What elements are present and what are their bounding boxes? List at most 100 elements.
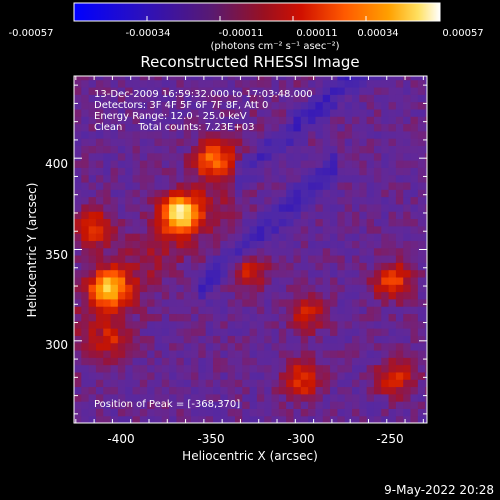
heatmap-cell bbox=[125, 386, 134, 395]
heatmap-cell bbox=[125, 276, 134, 285]
heatmap-cell bbox=[147, 269, 156, 278]
heatmap-cell bbox=[344, 401, 353, 409]
heatmap-cell bbox=[395, 218, 404, 227]
heatmap-cell bbox=[139, 393, 148, 402]
heatmap-cell bbox=[213, 196, 221, 205]
heatmap-cell bbox=[315, 130, 324, 139]
heatmap-cell bbox=[256, 335, 265, 344]
heatmap-cell bbox=[132, 203, 141, 212]
heatmap-cell bbox=[403, 291, 412, 300]
heatmap-cell bbox=[381, 254, 390, 263]
heatmap-cell bbox=[337, 167, 346, 176]
heatmap-cell bbox=[330, 152, 338, 161]
heatmap-cell bbox=[286, 196, 295, 205]
heatmap-cell bbox=[220, 160, 229, 168]
heatmap-cell bbox=[366, 364, 375, 373]
heatmap-cell bbox=[213, 298, 221, 307]
heatmap-cell bbox=[249, 240, 258, 249]
heatmap-cell bbox=[410, 313, 419, 322]
heatmap-cell bbox=[344, 291, 353, 300]
heatmap-cell bbox=[278, 291, 287, 300]
heatmap-cell bbox=[403, 240, 412, 249]
heatmap-cell bbox=[125, 364, 134, 373]
heatmap-cell bbox=[110, 379, 119, 388]
heatmap-cell bbox=[183, 101, 192, 110]
heatmap-cell bbox=[132, 247, 141, 256]
y-tick-label: 400 bbox=[45, 157, 68, 171]
heatmap-cell bbox=[373, 291, 382, 300]
heatmap-cell bbox=[381, 276, 390, 285]
heatmap-cell bbox=[191, 145, 199, 154]
heatmap-cell bbox=[183, 313, 192, 322]
heatmap-cell bbox=[110, 211, 119, 220]
heatmap-cell bbox=[88, 108, 97, 117]
heatmap-cell bbox=[278, 123, 287, 132]
heatmap-cell bbox=[213, 313, 221, 322]
heatmap-cell bbox=[395, 291, 404, 300]
heatmap-cell bbox=[191, 211, 199, 220]
heatmap-cell bbox=[381, 130, 390, 139]
heatmap-cell bbox=[242, 116, 251, 125]
heatmap-cell bbox=[337, 145, 346, 154]
heatmap-cell bbox=[300, 284, 309, 293]
heatmap-cell bbox=[234, 262, 243, 271]
heatmap-cell bbox=[227, 218, 236, 227]
heatmap-cell bbox=[359, 371, 368, 380]
heatmap-cell bbox=[132, 94, 141, 103]
heatmap-cell bbox=[344, 189, 353, 198]
heatmap-cell bbox=[110, 123, 119, 132]
heatmap-cell bbox=[352, 247, 360, 256]
heatmap-cell bbox=[403, 335, 412, 344]
heatmap-cell bbox=[293, 240, 302, 249]
heatmap-cell bbox=[139, 152, 148, 161]
heatmap-cell bbox=[278, 357, 287, 366]
heatmap-cell bbox=[191, 320, 199, 329]
heatmap-cell bbox=[300, 401, 309, 409]
heatmap-cell bbox=[337, 306, 346, 315]
heatmap-cell bbox=[154, 76, 163, 81]
heatmap-cell bbox=[213, 152, 221, 161]
heatmap-cell bbox=[249, 269, 258, 278]
heatmap-cell bbox=[308, 233, 317, 241]
heatmap-cell bbox=[242, 167, 251, 176]
heatmap-cell bbox=[125, 408, 134, 417]
heatmap-cell bbox=[132, 145, 141, 154]
heatmap-cell bbox=[278, 254, 287, 263]
heatmap-cell bbox=[388, 415, 397, 423]
heatmap-cell bbox=[110, 408, 119, 417]
heatmap-cell bbox=[161, 262, 170, 271]
heatmap-cell bbox=[205, 328, 214, 336]
heatmap-cell bbox=[125, 247, 134, 256]
heatmap-cell bbox=[381, 225, 390, 234]
heatmap-cell bbox=[315, 247, 324, 256]
heatmap-cell bbox=[117, 189, 126, 198]
heatmap-cell bbox=[95, 306, 104, 315]
heatmap-cell bbox=[132, 313, 141, 322]
heatmap-cell bbox=[125, 306, 134, 315]
heatmap-cell bbox=[249, 76, 258, 81]
heatmap-cell bbox=[161, 408, 170, 417]
heatmap-cell bbox=[220, 225, 229, 234]
heatmap-cell bbox=[205, 386, 214, 395]
heatmap-cell bbox=[271, 218, 280, 227]
heatmap-cell bbox=[308, 211, 317, 220]
heatmap-cell bbox=[132, 393, 141, 402]
heatmap-cell bbox=[373, 342, 382, 351]
heatmap-cell bbox=[410, 94, 419, 103]
heatmap-cell bbox=[315, 328, 324, 336]
heatmap-cell bbox=[352, 116, 360, 125]
heatmap-cell bbox=[198, 145, 207, 154]
heatmap-cell bbox=[249, 233, 258, 241]
heatmap-cell bbox=[381, 349, 390, 358]
heatmap-cell bbox=[425, 269, 427, 278]
heatmap-cell bbox=[139, 291, 148, 300]
heatmap-cell bbox=[161, 233, 170, 241]
heatmap-cell bbox=[308, 357, 317, 366]
heatmap-cell bbox=[264, 298, 273, 307]
heatmap-cell bbox=[117, 357, 126, 366]
heatmap-cell bbox=[234, 86, 243, 95]
x-tick-label: -400 bbox=[107, 432, 134, 446]
heatmap-cell bbox=[220, 130, 229, 139]
heatmap-cell bbox=[117, 284, 126, 293]
heatmap-cell bbox=[132, 371, 141, 380]
